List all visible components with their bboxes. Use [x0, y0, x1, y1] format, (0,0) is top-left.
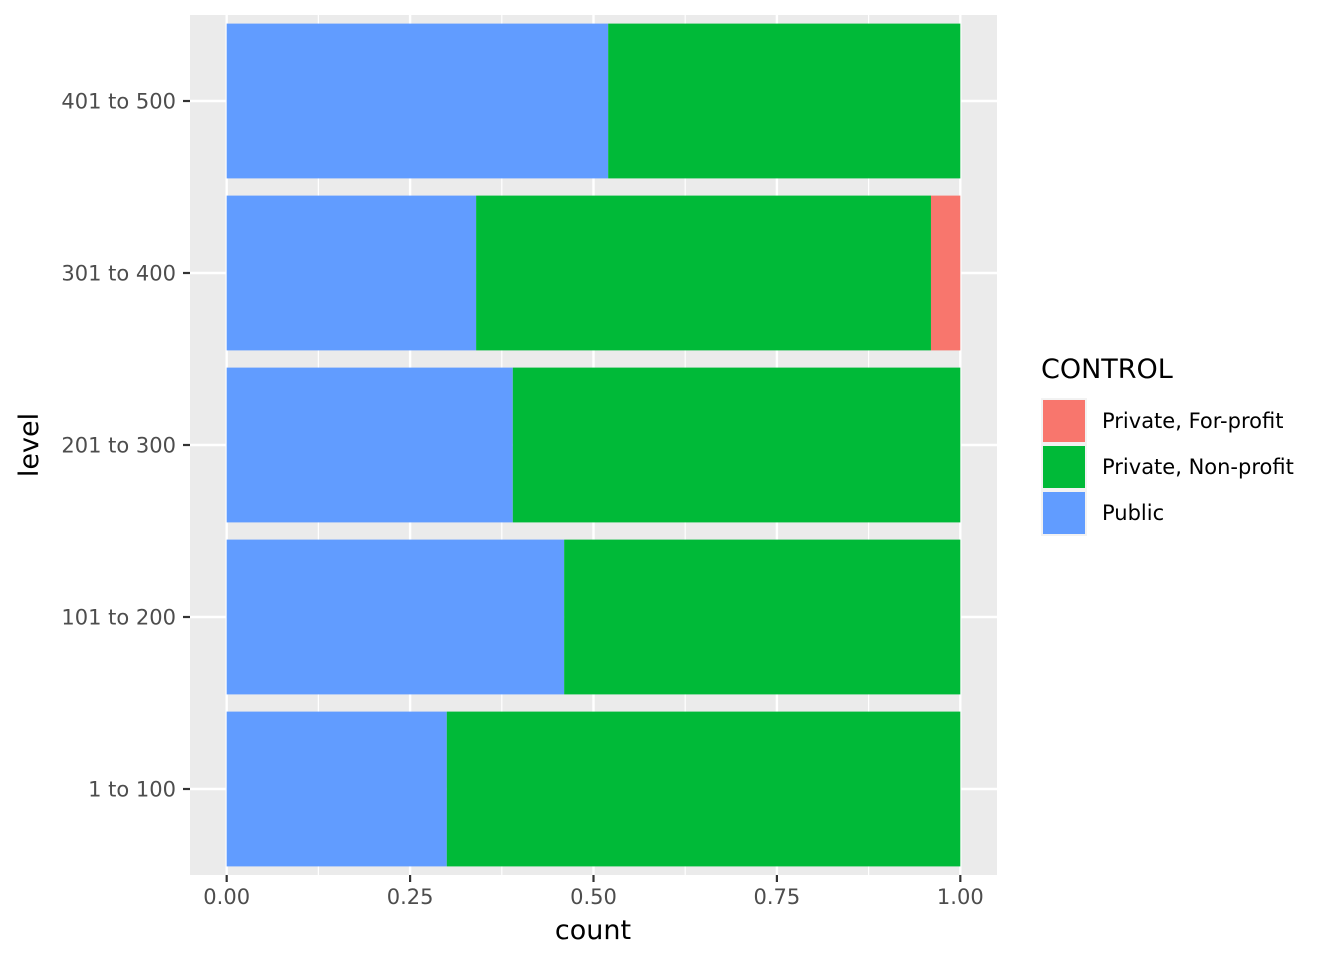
bar-segment — [226, 711, 447, 867]
y-tick-label: 401 to 500 — [61, 90, 176, 114]
y-axis: 1 to 100 101 to 200 201 to 300 301 to 400 40… — [61, 90, 190, 802]
x-axis: 0.00 0.25 0.50 0.75 1.00 — [203, 875, 984, 909]
bar-segment — [226, 539, 565, 695]
legend-swatch — [1043, 400, 1085, 442]
y-tick-label: 101 to 200 — [61, 606, 176, 630]
x-tick-label: 0.00 — [203, 885, 250, 909]
legend-label: Private, Non-profit — [1102, 455, 1294, 479]
bar-segment — [608, 23, 961, 179]
x-tick-label: 0.75 — [754, 885, 801, 909]
y-tick-label: 201 to 300 — [61, 434, 176, 458]
x-tick-label: 1.00 — [937, 885, 984, 909]
bars — [226, 23, 961, 867]
bar-segment — [226, 367, 513, 523]
legend-title: CONTROL — [1041, 354, 1173, 385]
legend-swatch — [1043, 446, 1085, 488]
bar-segment — [512, 367, 961, 523]
bar-segment — [226, 23, 609, 179]
legend-label: Public — [1102, 501, 1164, 525]
bar-segment — [930, 195, 961, 351]
y-tick-label: 1 to 100 — [88, 778, 176, 802]
legend: CONTROL Private, For-profit Private, Non-… — [1041, 354, 1294, 536]
y-axis-title: level — [14, 413, 45, 477]
x-tick-label: 0.50 — [570, 885, 617, 909]
bar-segment — [446, 711, 961, 867]
legend-swatch — [1043, 492, 1085, 534]
x-axis-title: count — [555, 915, 631, 946]
bar-segment — [564, 539, 961, 695]
x-tick-label: 0.25 — [387, 885, 434, 909]
legend-label: Private, For-profit — [1102, 409, 1283, 433]
y-tick-label: 301 to 400 — [61, 262, 176, 286]
bar-segment — [476, 195, 931, 351]
bar-segment — [226, 195, 477, 351]
